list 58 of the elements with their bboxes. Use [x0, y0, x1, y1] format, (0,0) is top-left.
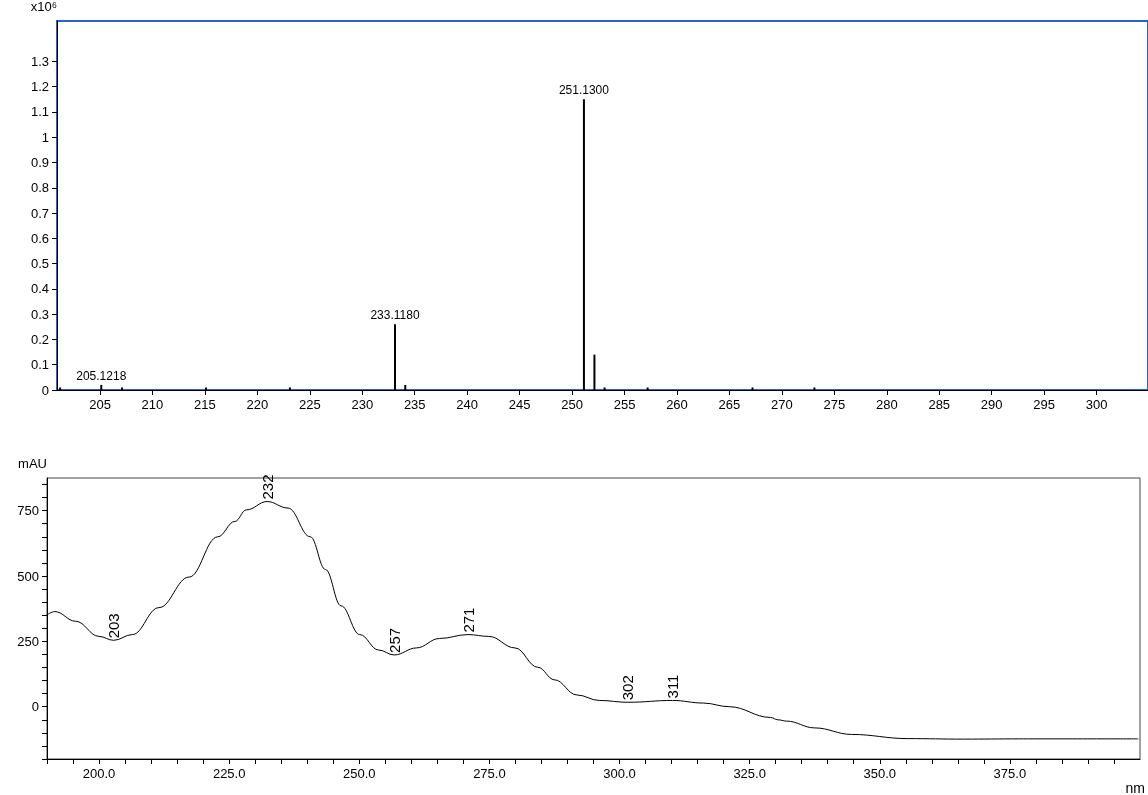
x-tick-label: 265 [718, 397, 741, 412]
x-tick-label: 275 [823, 397, 846, 412]
y-tick-label: 1.3 [30, 53, 49, 69]
x-tick-label: 230 [351, 397, 374, 412]
y-tick-label: 500 [17, 568, 39, 584]
annotation: 257 [385, 627, 403, 653]
annotation: 232 [258, 474, 276, 500]
y-tick-label: 1.2 [30, 79, 49, 95]
y-tick-label: 0.1 [30, 357, 49, 373]
x-tick-label: 215 [194, 397, 216, 412]
annotation: 271 [459, 607, 477, 633]
x-tick-label: 235 [403, 397, 426, 412]
x-tick-label: 205 [89, 397, 111, 412]
y-tick-label: 0 [31, 699, 39, 715]
y-tick-label: 0.5 [30, 256, 49, 272]
x-tick-label: 280 [875, 397, 898, 412]
x-tick-label: 325.0 [733, 766, 766, 781]
x-tick-label: 255 [613, 397, 636, 412]
x-axis-title: nm [1125, 780, 1145, 795]
x-tick-label: 250 [561, 397, 583, 412]
y-tick-label: 0.3 [30, 306, 49, 322]
x-tick-label: 295 [1033, 397, 1055, 412]
y-tick-label: 0.8 [30, 180, 49, 196]
x-tick-label: 200.0 [82, 766, 116, 781]
y-tick-label: 0.6 [30, 230, 49, 246]
y-tick-label: 0.2 [30, 331, 49, 347]
x-tick-label: 225.0 [212, 766, 246, 781]
x-tick-label: 225 [298, 397, 321, 412]
x-tick-label: 240 [456, 397, 479, 412]
y-tick-label: 1 [41, 129, 49, 145]
x-tick-label: 285 [928, 397, 951, 412]
y-tick-label: 250 [17, 633, 39, 649]
annotation: 233.1180 [370, 308, 420, 323]
x-tick-label: 270 [771, 397, 793, 412]
y-tick-label: 0 [41, 382, 49, 398]
x-tick-label: 260 [666, 397, 688, 412]
x-tick-label: 275.0 [473, 766, 506, 781]
y-tick-label: 750 [17, 503, 39, 519]
annotation: 251.1300 [558, 83, 610, 98]
annotation: 203 [105, 613, 123, 639]
x-tick-label: 245 [508, 397, 531, 412]
x-tick-label: 210 [141, 397, 164, 412]
annotation: 302 [619, 675, 637, 701]
annotation: 311 [664, 674, 682, 699]
y-axis-title: mAU [18, 456, 47, 471]
x-tick-label: 300.0 [603, 766, 636, 781]
x-tick-label: 300 [1085, 397, 1108, 412]
x-tick-label: 220 [246, 397, 269, 412]
y-tick-label: 0.4 [30, 281, 49, 297]
x-tick-label: 350.0 [863, 766, 897, 781]
x-tick-label: 375.0 [993, 766, 1027, 781]
x-tick-label: 290 [980, 397, 1003, 412]
y-axis-title: x10⁶ [30, 0, 57, 14]
y-tick-label: 1.1 [30, 104, 49, 120]
annotation: 205.1218 [76, 368, 127, 383]
y-tick-label: 0.7 [30, 205, 49, 221]
y-tick-label: 0.9 [30, 155, 49, 171]
x-tick-label: 250.0 [343, 766, 376, 781]
